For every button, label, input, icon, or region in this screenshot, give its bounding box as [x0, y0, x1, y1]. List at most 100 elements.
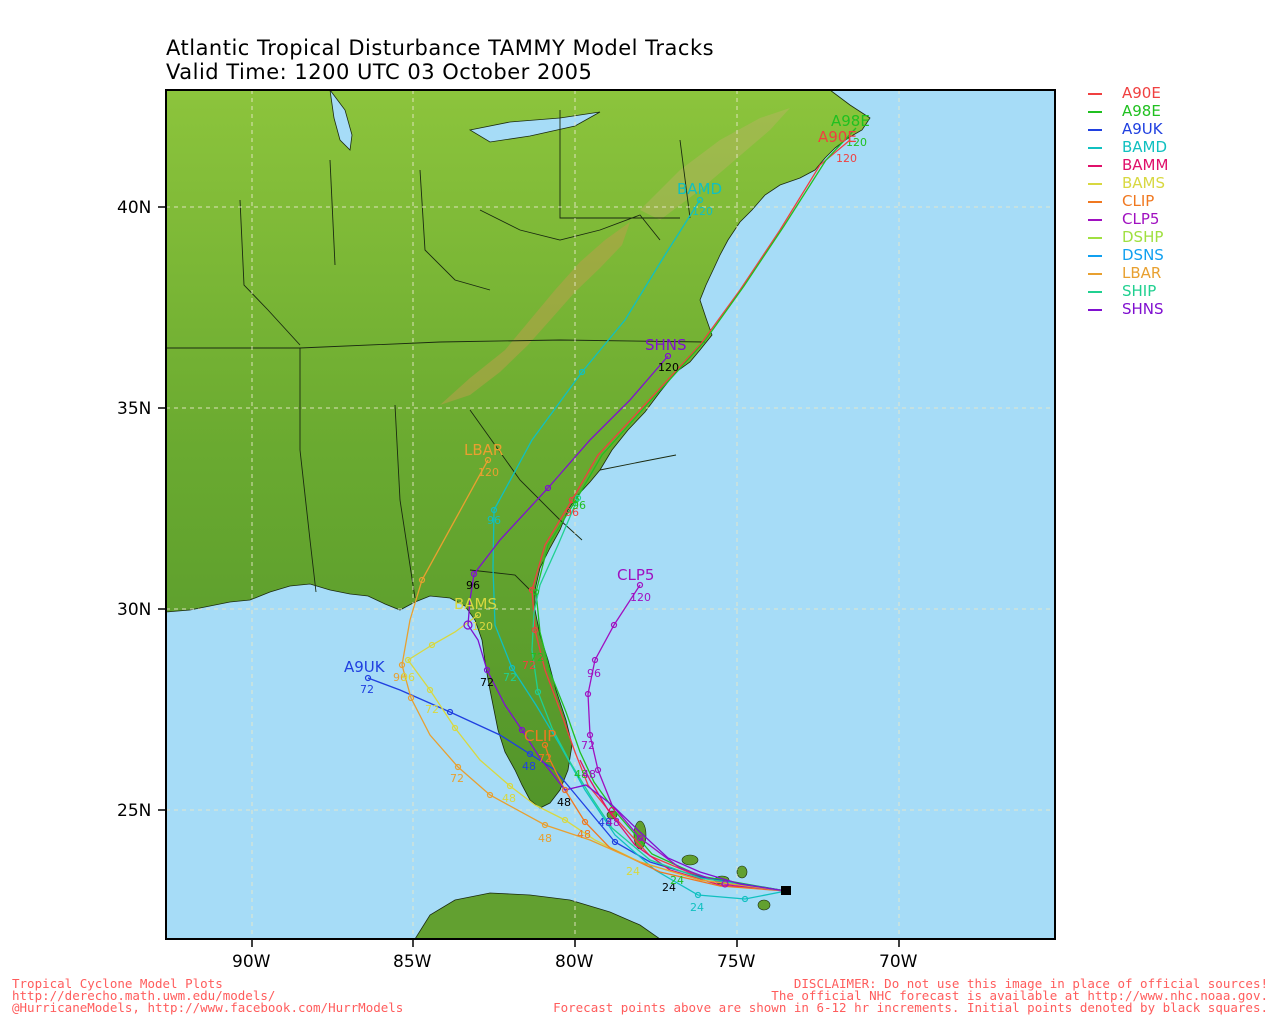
- track-shns: [467, 355, 787, 892]
- hour-label: 48: [557, 796, 571, 809]
- hour-label: 48: [598, 816, 612, 829]
- lat-tick-25n: 25N: [117, 801, 151, 821]
- hour-label: 120: [478, 466, 499, 479]
- track-clip: [544, 744, 787, 892]
- legend-item-bams: BAMS: [1088, 174, 1165, 192]
- axis-ticks: [158, 206, 900, 947]
- track-lbar: [401, 459, 787, 892]
- legend-swatch: [1088, 272, 1102, 275]
- footer-nhc-link[interactable]: The official NHC forecast is available a…: [771, 988, 1268, 1003]
- initial-position-marker: [781, 886, 791, 895]
- track-label-a9uk: A9UK: [344, 658, 386, 676]
- track-label-bams: BAMS: [454, 595, 497, 613]
- legend-item-dsns: DSNS: [1088, 246, 1164, 264]
- hour-label: 48: [582, 768, 596, 781]
- legend-swatch: [1088, 236, 1102, 239]
- highlands-north: [640, 108, 790, 220]
- legend-label: A90E: [1122, 84, 1161, 102]
- footer-increments-note: Forecast points above are shown in 6-12 …: [553, 1000, 1268, 1015]
- track-bamm: [579, 759, 787, 892]
- legend-label: CLIP: [1122, 192, 1155, 210]
- legend-label: LBAR: [1122, 264, 1162, 282]
- hour-label: 48: [577, 828, 591, 841]
- lat-tick-35n: 35N: [117, 399, 151, 419]
- track-label-a98e: A98E: [831, 112, 870, 130]
- footer-credit-social[interactable]: @HurricaneModels, http://www.facebook.co…: [12, 1000, 404, 1015]
- lat-tick-30n: 30N: [117, 600, 151, 620]
- legend-item-dshp: DSHP: [1088, 228, 1163, 246]
- legend-swatch: [1088, 146, 1102, 149]
- legend-item-clp5: CLP5: [1088, 210, 1159, 228]
- hour-label: 120: [472, 620, 493, 633]
- track-clp5: [587, 584, 787, 892]
- hour-label: 48: [502, 792, 516, 805]
- legend-swatch: [1088, 164, 1102, 167]
- hour-label: 48: [538, 832, 552, 845]
- legend-label: SHIP: [1122, 282, 1157, 300]
- hour-label: 120: [836, 152, 857, 165]
- track-label-a90e: A90E: [818, 128, 857, 146]
- hour-label: 24: [662, 881, 676, 894]
- legend-item-ship: SHIP: [1088, 282, 1156, 300]
- hour-label: 48: [606, 816, 620, 829]
- lon-tick-80w: 80W: [555, 952, 594, 972]
- legend-label: DSNS: [1122, 246, 1164, 264]
- lake-michigan: [329, 90, 353, 151]
- hour-label: 72: [538, 752, 552, 765]
- lon-tick-70w: 70W: [879, 952, 918, 972]
- hour-label: 24: [690, 901, 704, 914]
- hour-label: 96: [466, 579, 480, 592]
- hour-label: 72: [522, 659, 536, 672]
- lake-huron-erie: [468, 111, 601, 143]
- lon-tick-90w: 90W: [232, 952, 271, 972]
- chart-subtitle: Valid Time: 1200 UTC 03 October 2005: [166, 60, 593, 84]
- plot-frame: [165, 89, 1056, 940]
- legend-item-a90e: A90E: [1088, 84, 1161, 102]
- legend-swatch: [1088, 182, 1102, 185]
- track-label-bamd: BAMD: [677, 180, 722, 198]
- footer-credit-url[interactable]: http://derecho.math.uwm.edu/models/: [12, 988, 276, 1003]
- lat-tick-40n: 40N: [117, 198, 151, 218]
- land-us: [166, 90, 871, 809]
- hour-label: 72: [480, 676, 494, 689]
- hour-label: 72: [503, 671, 517, 684]
- chart-title: Atlantic Tropical Disturbance TAMMY Mode…: [166, 36, 715, 60]
- hour-label: 96: [572, 499, 586, 512]
- hour-label: 72: [450, 772, 464, 785]
- footer-disclaimer: DISCLAIMER: Do not use this image in pla…: [793, 976, 1268, 991]
- hour-label: 120: [692, 205, 713, 218]
- forecast-hour-labels: 120 120 120 120 120 120 120 96 96 96 96 …: [360, 136, 867, 914]
- legend-item-lbar: LBAR: [1088, 264, 1161, 282]
- legend-swatch: [1088, 290, 1102, 293]
- land-cuba: [414, 892, 661, 939]
- legend-swatch: [1088, 128, 1102, 131]
- hour-label: 48: [574, 768, 588, 781]
- hour-label: 72: [581, 739, 595, 752]
- lon-tick-85w: 85W: [393, 952, 432, 972]
- hour-label: 96: [393, 671, 407, 684]
- legend-label: BAMM: [1122, 156, 1169, 174]
- legend-label: CLP5: [1122, 210, 1160, 228]
- hour-label: 120: [658, 361, 679, 374]
- lon-tick-75w: 75W: [717, 952, 756, 972]
- legend-label: BAMS: [1122, 174, 1166, 192]
- legend-label: DSHP: [1122, 228, 1164, 246]
- track-label-shns: SHNS: [645, 336, 687, 354]
- hour-label: 48: [522, 760, 536, 773]
- legend-item-a98e: A98E: [1088, 102, 1161, 120]
- legend-label: A9UK: [1122, 120, 1163, 138]
- track-label-clp5: CLP5: [617, 566, 654, 584]
- graticule: [166, 90, 1055, 939]
- hour-label: 72: [425, 703, 439, 716]
- track-label-clip: CLIP: [524, 727, 556, 745]
- legend-label: A98E: [1122, 102, 1161, 120]
- legend-item-shns: SHNS: [1088, 300, 1164, 318]
- hour-label: 96: [401, 671, 415, 684]
- legend-swatch: [1088, 254, 1102, 257]
- hour-label: 96: [487, 514, 501, 527]
- hour-label: 96: [565, 506, 579, 519]
- hour-label: 120: [846, 136, 867, 149]
- hour-label: 72: [360, 683, 374, 696]
- legend-label: BAMD: [1122, 138, 1168, 156]
